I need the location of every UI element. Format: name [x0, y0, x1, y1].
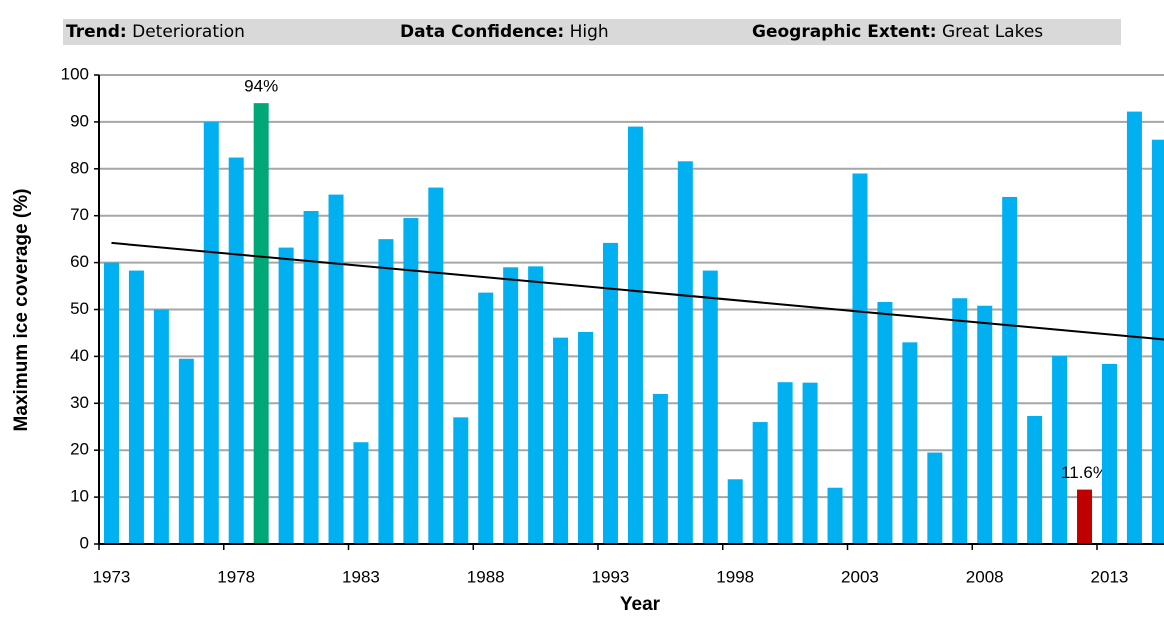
- bar: [727, 479, 743, 544]
- bar: [677, 161, 693, 544]
- bar: [353, 442, 369, 544]
- bar: [103, 262, 119, 544]
- bar: [278, 247, 294, 545]
- bar: [203, 121, 219, 545]
- bar: [777, 382, 793, 544]
- bar: [1052, 355, 1068, 544]
- header-item: Data Confidence: High: [400, 22, 609, 42]
- y-tick-label: 50: [70, 299, 89, 318]
- bar: [403, 218, 419, 545]
- bar: [253, 103, 269, 544]
- bar: [827, 487, 843, 544]
- bar: [378, 239, 394, 544]
- header: Trend: Deterioration Data Confidence: Hi…: [66, 22, 1043, 42]
- header-value: High: [570, 22, 609, 42]
- bar: [553, 337, 569, 544]
- header-value: Great Lakes: [942, 22, 1043, 42]
- bar: [1151, 139, 1164, 545]
- x-tick-label: 2003: [841, 567, 879, 586]
- bar: [303, 211, 319, 544]
- bar: [752, 422, 768, 544]
- bar: [977, 305, 993, 544]
- y-tick-label: 80: [70, 158, 89, 177]
- bar: [153, 309, 169, 544]
- x-tick-label: 2008: [966, 567, 1004, 586]
- y-tick-label: 0: [80, 533, 89, 552]
- bar: [428, 187, 444, 544]
- value-label: 11.6%: [1061, 463, 1108, 482]
- value-label: 94%: [244, 77, 278, 96]
- bar: [877, 301, 893, 544]
- bar: [128, 270, 144, 544]
- header-label: Geographic Extent:: [752, 22, 937, 42]
- y-tick-label: 60: [70, 252, 89, 271]
- bar: [902, 342, 918, 544]
- x-tick-label: 1988: [467, 567, 505, 586]
- bar: [802, 382, 818, 544]
- bar: [1077, 489, 1093, 544]
- bar: [927, 452, 943, 544]
- header-band: [63, 19, 1121, 45]
- bar: [1126, 111, 1142, 544]
- bar: [1101, 363, 1117, 544]
- bar: [1027, 415, 1043, 544]
- bar: [578, 332, 594, 544]
- y-tick-label: 20: [70, 440, 89, 459]
- header-label: Trend:: [66, 22, 127, 42]
- bar: [453, 417, 469, 544]
- bar: [178, 358, 194, 544]
- x-tick-label: 1993: [592, 567, 630, 586]
- trend-line: [111, 241, 1164, 341]
- bar: [528, 266, 544, 544]
- x-tick-label: 1998: [716, 567, 754, 586]
- y-axis-title: Maximum ice coverage (%): [11, 189, 32, 432]
- x-tick-label: 1978: [217, 567, 255, 586]
- y-tick-label: 70: [70, 205, 89, 224]
- bar: [702, 270, 718, 544]
- y-tick-label: 10: [70, 487, 89, 506]
- header-item: Trend: Deterioration: [66, 22, 245, 42]
- x-axis-title: Year: [620, 594, 661, 615]
- header-label: Data Confidence:: [400, 22, 564, 42]
- header-item: Geographic Extent: Great Lakes: [752, 22, 1043, 42]
- bar: [627, 126, 643, 544]
- bar: [952, 298, 968, 544]
- x-tick-label: 1973: [93, 567, 131, 586]
- bar: [328, 194, 344, 544]
- bar: [1002, 196, 1018, 544]
- header-value: Deterioration: [132, 22, 245, 42]
- bar: [228, 157, 244, 544]
- y-tick-label: 40: [70, 346, 89, 365]
- x-tick-label: 1983: [342, 567, 380, 586]
- y-tick-label: 30: [70, 393, 89, 412]
- bar: [652, 393, 668, 544]
- bar: [602, 242, 618, 545]
- y-tick-label: 100: [61, 64, 89, 83]
- bar: [852, 173, 868, 545]
- x-tick-label: 2013: [1091, 567, 1129, 586]
- bar: [478, 292, 494, 544]
- bar: [503, 267, 519, 544]
- y-tick-label: 90: [70, 111, 89, 130]
